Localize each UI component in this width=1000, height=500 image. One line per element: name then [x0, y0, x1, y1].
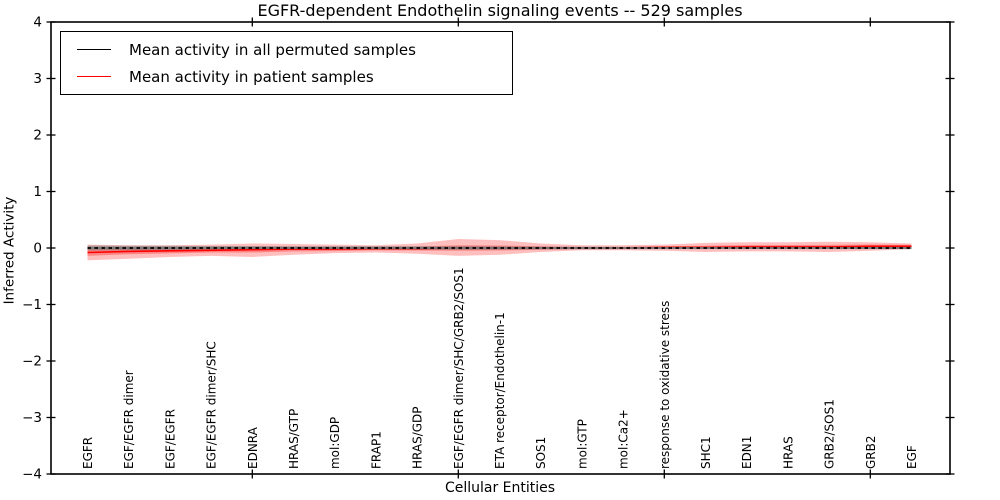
svg-text:GRB2: GRB2: [864, 435, 878, 469]
svg-text:EGF/EGFR: EGF/EGFR: [163, 409, 177, 469]
legend-label-patient: Mean activity in patient samples: [129, 67, 374, 86]
svg-text:SOS1: SOS1: [534, 437, 548, 469]
y-axis-label: Inferred Activity: [1, 196, 18, 305]
svg-text:3: 3: [33, 71, 42, 87]
svg-text:HRAS/GTP: HRAS/GTP: [287, 409, 301, 469]
svg-text:GRB2/SOS1: GRB2/SOS1: [823, 399, 837, 469]
legend-item-permuted: Mean activity in all permuted samples: [71, 37, 502, 63]
svg-text:mol:GDP: mol:GDP: [328, 417, 342, 469]
chart-title: EGFR-dependent Endothelin signaling even…: [257, 1, 743, 20]
x-axis-label: Cellular Entities: [444, 480, 556, 496]
svg-text:1: 1: [33, 184, 42, 200]
patient-line-swatch: [77, 76, 111, 77]
legend-label-permuted: Mean activity in all permuted samples: [129, 40, 416, 59]
svg-text:4: 4: [33, 15, 42, 31]
svg-text:HRAS: HRAS: [781, 436, 795, 469]
svg-text:EDN1: EDN1: [740, 436, 754, 469]
svg-text:EGF/EGFR dimer/SHC/GRB2/SOS1: EGF/EGFR dimer/SHC/GRB2/SOS1: [452, 267, 466, 469]
svg-text:EGF: EGF: [905, 445, 919, 469]
svg-text:mol:GTP: mol:GTP: [575, 419, 589, 469]
svg-text:EGF/EGFR dimer/SHC: EGF/EGFR dimer/SHC: [205, 341, 219, 469]
svg-text:−2: −2: [22, 354, 42, 370]
legend-item-patient: Mean activity in patient samples: [71, 64, 502, 90]
svg-text:2: 2: [33, 128, 42, 144]
svg-text:−4: −4: [22, 467, 42, 483]
svg-text:mol:Ca2+: mol:Ca2+: [617, 409, 631, 469]
svg-text:response to oxidative stress: response to oxidative stress: [658, 301, 672, 469]
svg-text:FRAP1: FRAP1: [369, 431, 383, 469]
legend: Mean activity in all permuted samples Me…: [60, 31, 513, 95]
svg-text:ETA receptor/Endothelin-1: ETA receptor/Endothelin-1: [493, 312, 507, 469]
svg-text:EGF/EGFR dimer: EGF/EGFR dimer: [122, 370, 136, 469]
permuted-line-swatch: [77, 49, 111, 50]
svg-text:EDNRA: EDNRA: [246, 426, 260, 469]
svg-text:0: 0: [33, 241, 42, 257]
svg-text:SHC1: SHC1: [699, 436, 713, 469]
svg-text:−3: −3: [22, 410, 42, 426]
svg-text:EGFR: EGFR: [81, 437, 95, 469]
svg-text:−1: −1: [22, 297, 42, 313]
svg-text:HRAS/GDP: HRAS/GDP: [411, 406, 425, 469]
